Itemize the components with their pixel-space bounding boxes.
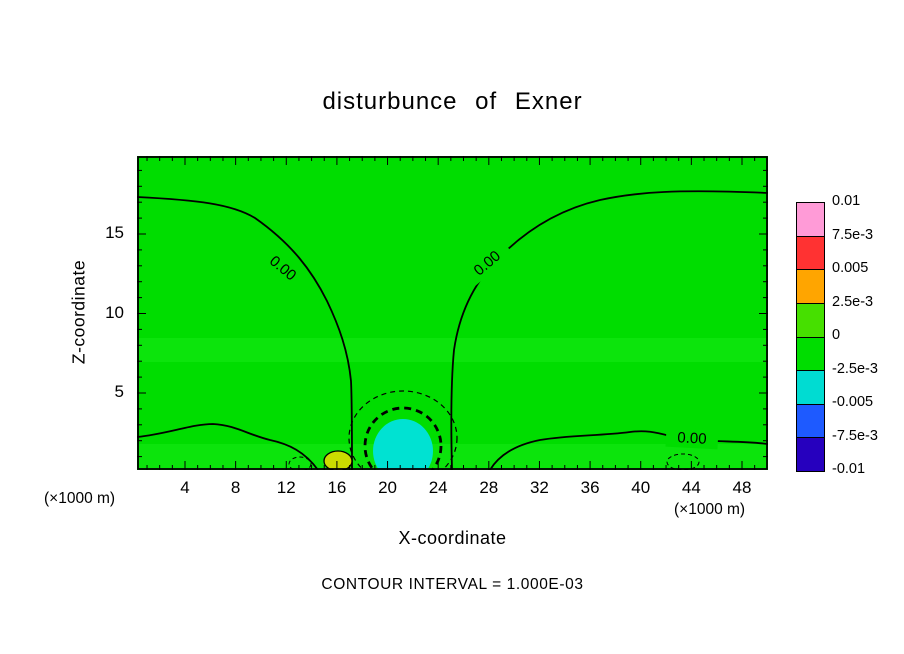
colorbar-tick-label: 0.005 <box>832 260 869 276</box>
contour-interval-note: CONTOUR INTERVAL = 1.000E-03 <box>321 576 584 593</box>
contour-label-bg <box>665 426 719 450</box>
y-tick-label: 10 <box>105 302 124 322</box>
colorbar-segment <box>797 336 824 371</box>
plot-area: 0.00 0.00 0.00 <box>137 156 768 470</box>
x-tick-label: 40 <box>631 478 651 497</box>
colorbar-segment <box>797 302 824 337</box>
negative-contour-outer-dashed <box>348 390 458 470</box>
x-tick-label: 16 <box>327 478 347 497</box>
colorbar-labels: 0.01 7.5e-3 0.005 2.5e-3 0 -2.5e-3 -0.005 -7.5e… <box>832 193 902 486</box>
negative-pocket-fill <box>373 419 433 470</box>
colorbar-tick-label: -7.5e-3 <box>832 427 878 444</box>
zero-contour-bottom-left <box>137 423 319 470</box>
y-tick-label: 15 <box>105 223 124 242</box>
x-axis-tick-labels: 4 8 12 16 20 24 28 32 36 40 44 48 <box>137 478 768 500</box>
positive-spot <box>323 450 353 470</box>
field-background <box>137 156 768 470</box>
x-axis-title: X-coordinate <box>398 528 507 548</box>
colorbar-segment <box>797 203 824 236</box>
plot-frame <box>137 156 768 470</box>
small-dashed-contour-left <box>288 456 312 470</box>
colorbar-tick-label: 0 <box>832 327 841 343</box>
x-tick-label: 44 <box>681 478 701 497</box>
contour-label-bg <box>460 238 514 288</box>
colorbar-tick-label: -0.01 <box>832 461 866 477</box>
colorbar-tick-label: -2.5e-3 <box>832 360 878 377</box>
zero-contour-left-funnel <box>137 196 353 470</box>
negative-contour-inner-dashed <box>363 406 443 470</box>
colorbar-tick-label: 7.5e-3 <box>832 226 874 243</box>
y-axis-title: Z-coordinate <box>68 259 89 365</box>
x-unit-left: (×1000 m) <box>44 490 116 507</box>
x-tick-label: 32 <box>529 478 549 497</box>
x-tick-label: 48 <box>732 478 752 497</box>
colorbar-segment <box>797 437 824 471</box>
y-axis-tick-labels: 15 10 5 <box>92 156 130 470</box>
colorbar-segment <box>797 370 824 404</box>
x-tick-label: 8 <box>230 478 241 497</box>
x-tick-label: 36 <box>580 478 600 497</box>
x-unit-right: (×1000 m) <box>674 501 746 518</box>
colorbar-segment <box>797 235 824 270</box>
colorbar-tick-label: 0.01 <box>832 193 861 209</box>
x-tick-label: 20 <box>378 478 397 497</box>
colorbar-segment <box>797 403 824 438</box>
colorbar-tick-label: -0.005 <box>832 394 874 410</box>
small-dashed-contour-right <box>666 453 700 470</box>
x-tick-label: 28 <box>479 478 499 497</box>
contour-label-bg <box>256 243 310 293</box>
x-tick-label: 12 <box>276 478 296 497</box>
y-tick-label: 5 <box>114 382 124 401</box>
contour-label-bottom-right: 0.00 <box>665 426 719 450</box>
chart-title: disturbunce of Exner <box>322 88 583 115</box>
x-tick-label: 4 <box>180 478 190 497</box>
x-tick-label: 24 <box>428 478 448 497</box>
colorbar-tick-label: 2.5e-3 <box>832 293 874 310</box>
contour-label-text: 0.00 <box>677 429 707 448</box>
contour-plot-svg: 0.00 0.00 0.00 <box>137 156 768 470</box>
colorbar-segment <box>797 269 824 303</box>
colorbar <box>796 202 825 472</box>
